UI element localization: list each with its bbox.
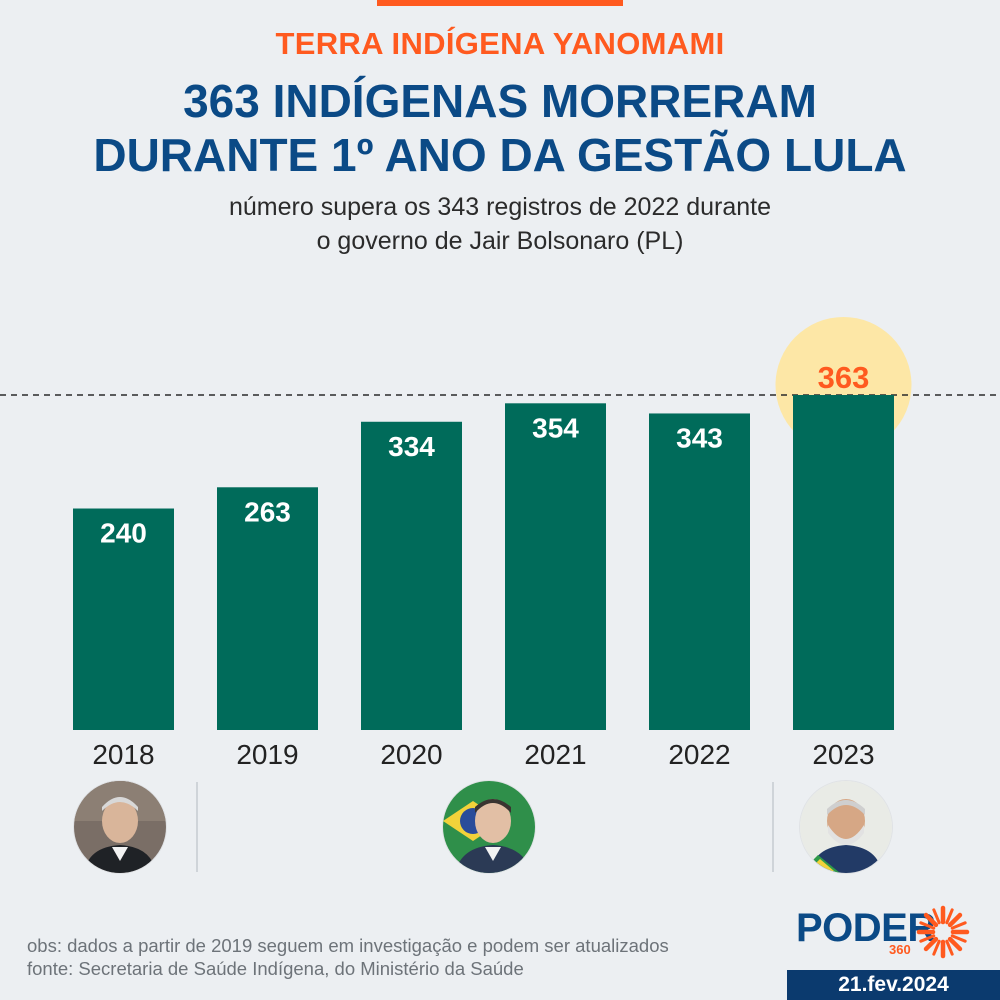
bar-value-label: 240 (100, 518, 147, 549)
bar-2021 (505, 403, 606, 730)
obs-note: obs: dados a partir de 2019 seguem em in… (27, 935, 669, 956)
subtitle: número supera os 343 registros de 2022 d… (0, 190, 1000, 258)
divider-right (772, 782, 774, 872)
president-portrait-icon (74, 781, 166, 873)
x-tick-label: 2022 (668, 739, 730, 770)
headline-line-2: DURANTE 1º ANO DA GESTÃO LULA (93, 129, 907, 181)
x-tick-label: 2019 (236, 739, 298, 770)
bar-value-label: 354 (532, 412, 579, 443)
bar-2022 (649, 413, 750, 730)
sun-burst-icon (916, 905, 970, 959)
top-accent-bar (377, 0, 623, 6)
brand-word: PODER (796, 906, 936, 950)
x-tick-label: 2023 (812, 739, 874, 770)
headline: 363 INDÍGENAS MORRERAM DURANTE 1º ANO DA… (0, 74, 1000, 182)
bar-value-label: 343 (676, 422, 723, 453)
bar-value-label: 334 (388, 431, 435, 462)
bar-value-label: 263 (244, 496, 291, 527)
brand-number: 360 (889, 942, 911, 957)
footnotes: obs: dados a partir de 2019 seguem em in… (27, 934, 669, 980)
source-note: fonte: Secretaria de Saúde Indígena, do … (27, 958, 524, 979)
temer-avatar (74, 781, 166, 873)
headline-line-1: 363 INDÍGENAS MORRERAM (183, 75, 817, 127)
bar-chart: 240 2018 263 2019 334 2020 354 2021 343 2022 363 20… (0, 317, 1000, 770)
x-tick-label: 2020 (380, 739, 442, 770)
bar-2020 (361, 421, 462, 730)
bar-2019 (217, 487, 318, 730)
x-tick-label: 2021 (524, 739, 586, 770)
x-tick-label: 2018 (92, 739, 154, 770)
president-portrait-icon (443, 781, 535, 873)
subtitle-line-1: número supera os 343 registros de 2022 d… (228, 193, 772, 221)
bar-2023 (793, 395, 894, 730)
publish-date: 21.fev.2024 (787, 970, 1000, 1000)
divider-left (196, 782, 198, 872)
bar-2018 (73, 508, 174, 730)
bar-value-label: 363 (818, 360, 870, 395)
president-portrait-icon (800, 781, 892, 873)
kicker: TERRA INDÍGENA YANOMAMI (275, 26, 725, 61)
lula-avatar (800, 781, 892, 873)
poder360-logo: PODER 360 (796, 902, 986, 962)
subtitle-line-2: o governo de Jair Bolsonaro (PL) (316, 227, 684, 255)
bolsonaro-avatar (443, 781, 535, 873)
